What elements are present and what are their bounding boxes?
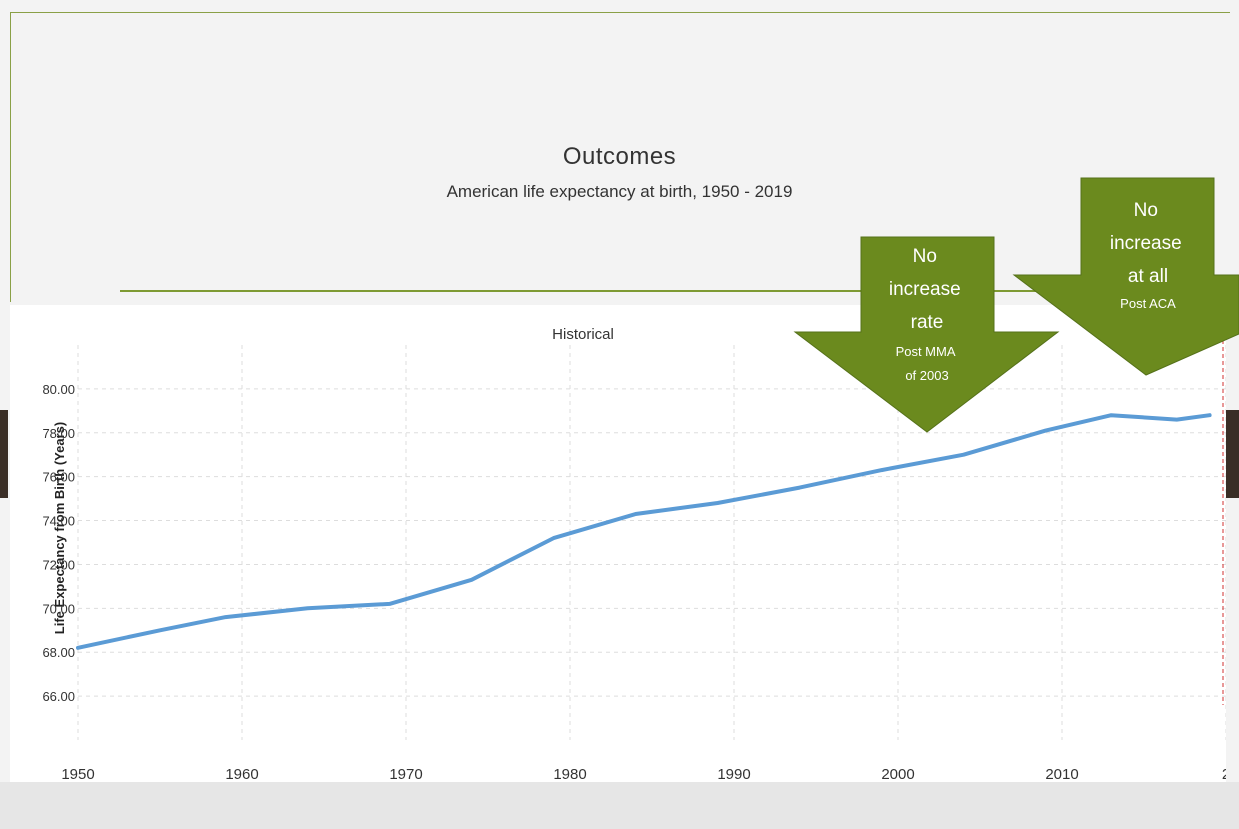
- y-axis-label: Life Expectancy from Birth (Years): [52, 422, 67, 634]
- x-tick-label: 1980: [553, 766, 586, 782]
- data-point: [158, 628, 162, 632]
- y-tick-labels: 66.00 68.00 70.00 72.00 74.00 76.00 78.00 80.00: [42, 382, 75, 704]
- chart-panel: Historical Life Expectancy from Birth (Y…: [10, 305, 1226, 782]
- data-point: [470, 578, 474, 582]
- x-tick-label: 2010: [1045, 766, 1078, 782]
- life-expectancy-line: [76, 413, 1212, 650]
- data-point: [962, 453, 966, 457]
- right-edge-tab: [1226, 410, 1239, 498]
- y-tick-label: 74.00: [42, 514, 75, 529]
- x-tick-label: 1990: [717, 766, 750, 782]
- data-point: [552, 536, 556, 540]
- data-point: [880, 468, 884, 472]
- y-tick-label: 70.00: [42, 601, 75, 616]
- data-point: [306, 606, 310, 610]
- data-points: [76, 413, 1212, 650]
- slide-title: Outcomes: [562, 143, 677, 170]
- slide-subtitle: American life expectancy at birth, 1950 …: [446, 182, 793, 201]
- life-expectancy-chart: Historical Life Expectancy from Birth (Y…: [42, 326, 1226, 782]
- data-point: [1208, 413, 1212, 417]
- y-tick-label: 78.00: [42, 426, 75, 441]
- data-point: [716, 501, 720, 505]
- x-tick-label: 1960: [225, 766, 258, 782]
- data-point: [1175, 418, 1179, 422]
- gridlines: [77, 345, 1226, 740]
- data-point: [76, 646, 80, 650]
- region-label-historical: Historical: [552, 326, 614, 343]
- slide-frame-top-border: [10, 12, 1230, 13]
- x-tick-label: 1970: [389, 766, 422, 782]
- y-tick-label: 66.00: [42, 689, 75, 704]
- y-tick-label: 68.00: [42, 645, 75, 660]
- y-tick-label: 76.00: [42, 470, 75, 485]
- data-point: [798, 486, 802, 490]
- y-tick-label: 72.00: [42, 557, 75, 572]
- data-point: [388, 602, 392, 606]
- x-tick-label: 1950: [61, 766, 94, 782]
- x-tick-labels: 1950 1960 1970 1980 1990 2000 2010 2: [61, 766, 1226, 782]
- left-edge-tab: [0, 410, 8, 498]
- data-point: [224, 615, 228, 619]
- arrow-post-aca-label: No increase at all: [1110, 200, 1186, 287]
- x-tick-label: 2000: [881, 766, 914, 782]
- data-point: [1044, 429, 1048, 433]
- data-point: [634, 512, 638, 516]
- slide-frame-left-border: [10, 12, 11, 302]
- slide-bottom-band: [0, 782, 1239, 829]
- x-tick-label: 2: [1222, 766, 1226, 782]
- data-point: [1109, 413, 1113, 417]
- y-tick-label: 80.00: [42, 382, 75, 397]
- title-divider: [120, 290, 1120, 292]
